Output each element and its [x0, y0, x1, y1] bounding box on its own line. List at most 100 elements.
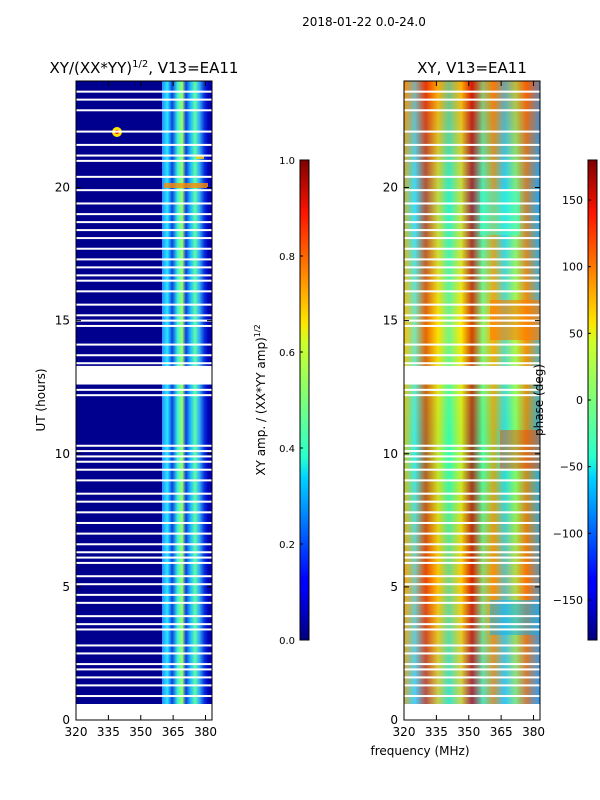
- amp-colorbar-ticks: 0.0 0.2 0.4 0.6 0.8 1.0: [279, 156, 303, 647]
- amp-gap-line: [76, 159, 212, 162]
- phase-y-axis: 0 5 10 15 20: [383, 181, 540, 727]
- amp-gap-line: [76, 500, 212, 503]
- phase-y-tick-label: 5: [390, 580, 398, 594]
- amp-gap-line: [76, 593, 212, 596]
- phase-x-tick-label: 335: [425, 725, 448, 739]
- phase-gap-line: [404, 109, 540, 112]
- amp-gap-line: [76, 388, 212, 391]
- amp-gap-line: [76, 684, 212, 687]
- phase-gap-line: [404, 668, 540, 671]
- amp-gap-line: [76, 354, 212, 357]
- phase-gap-line: [404, 237, 540, 240]
- phase-gap-line: [404, 290, 540, 293]
- amp-gap-line: [76, 615, 212, 618]
- amp-gap-line: [76, 652, 212, 655]
- amp-gap-line: [76, 213, 212, 216]
- phase-gap-line: [404, 575, 540, 578]
- phase-colorbar-ticks: −150 −100 −50 0 50 100 150: [553, 194, 591, 607]
- phase-colorbar: −150 −100 −50 0 50 100 150 phase (deg): [532, 159, 598, 641]
- phase-gap-line: [404, 450, 540, 453]
- phase-gap-line: [404, 159, 540, 162]
- amp-gap-line: [76, 623, 212, 626]
- phase-gap-line: [404, 274, 540, 277]
- amp-gap-line: [76, 189, 212, 192]
- amp-cb-tick-label: 0.4: [279, 444, 295, 455]
- phase-gap-line: [404, 468, 540, 471]
- phase-gap-line: [404, 98, 540, 101]
- amp-gap-line: [76, 324, 212, 327]
- phase-gap-line: [404, 343, 540, 346]
- amp-gap-line: [76, 229, 212, 232]
- amp-cb-label-main: XY amp. / (XX*YY amp): [254, 337, 268, 475]
- amp-gap-line: [76, 444, 212, 447]
- amp-x-tick-label: 380: [194, 725, 217, 739]
- phase-patch-c: [500, 430, 540, 470]
- amp-y-tick-label: 15: [55, 314, 70, 328]
- amp-gap-line: [76, 279, 212, 282]
- phase-gap-line: [404, 492, 540, 495]
- amp-colorbar-label: XY amp. / (XX*YY amp)1/2: [253, 324, 268, 475]
- amp-gap-line: [76, 601, 212, 604]
- amp-heatmap: [76, 81, 212, 720]
- phase-x-tick-label: 365: [490, 725, 513, 739]
- amp-colorbar-gradient: [299, 159, 310, 641]
- phase-gap-line: [404, 266, 540, 269]
- amp-gap-line: [76, 695, 212, 698]
- phase-patch-b: [480, 190, 520, 235]
- amp-gap-line: [76, 543, 212, 546]
- phase-gap-line: [404, 143, 540, 146]
- amp-gap-line: [76, 109, 212, 112]
- amp-band: [162, 81, 208, 704]
- amp-colorbar: 0.0 0.2 0.4 0.6 0.8 1.0 XY amp. / (XX*YY amp)…: [253, 156, 310, 647]
- amp-edge-channels: [208, 81, 212, 704]
- phase-gap-line: [404, 221, 540, 224]
- shared-x-label: frequency (MHz): [370, 744, 469, 758]
- amp-gap-line: [76, 98, 212, 101]
- phase-x-axis: 320 335 350 365 380: [393, 81, 545, 739]
- phase-gap-line: [404, 532, 540, 535]
- amp-y-tick-label: 0: [62, 713, 70, 727]
- amp-gap-line: [76, 343, 212, 346]
- phase-cb-tick-label: 50: [569, 327, 583, 340]
- phase-cb-tick-label: 100: [562, 261, 583, 274]
- amp-gap-line: [76, 668, 212, 671]
- amp-gap-line: [76, 644, 212, 647]
- amp-big-gap: [76, 365, 212, 385]
- amp-y-tick-label: 20: [55, 181, 70, 195]
- amp-gap-line: [76, 450, 212, 453]
- amp-gap-line: [76, 143, 212, 146]
- phase-gap-line: [404, 319, 540, 322]
- phase-gap-line: [404, 354, 540, 357]
- amp-gap-line: [76, 479, 212, 482]
- phase-gap-line: [404, 455, 540, 458]
- phase-gap-line: [404, 543, 540, 546]
- amp-x-axis: 320 335 350 365 380: [65, 81, 217, 739]
- phase-gap-line: [404, 583, 540, 586]
- phase-gap-line: [404, 444, 540, 447]
- amp-cb-tick-label: 0.8: [279, 252, 295, 263]
- phase-gap-line: [404, 628, 540, 631]
- amp-gap-line: [76, 583, 212, 586]
- amp-gap-line: [76, 154, 212, 157]
- amp-y-label: UT (hours): [34, 368, 48, 431]
- amp-hot-patch: [164, 183, 208, 188]
- amp-title-tail: , V13=EA11: [148, 59, 238, 77]
- phase-gap-line: [404, 247, 540, 250]
- phase-gap-line: [404, 500, 540, 503]
- amp-gap-line: [76, 556, 212, 559]
- phase-gap-line: [404, 601, 540, 604]
- amp-cb-tick-label: 0.2: [279, 540, 295, 551]
- amp-gap-line: [76, 521, 212, 524]
- amp-gap-line: [76, 551, 212, 554]
- amp-gap-line: [76, 468, 212, 471]
- phase-gap-line: [404, 521, 540, 524]
- amp-gap-line: [76, 663, 212, 666]
- amp-gap-line: [76, 511, 212, 514]
- amp-gap-line: [76, 319, 212, 322]
- amp-gap-line: [76, 460, 212, 463]
- phase-gap-line: [404, 388, 540, 391]
- phase-gap-line: [404, 202, 540, 205]
- phase-gap-line: [404, 556, 540, 559]
- phase-gap-line: [404, 394, 540, 397]
